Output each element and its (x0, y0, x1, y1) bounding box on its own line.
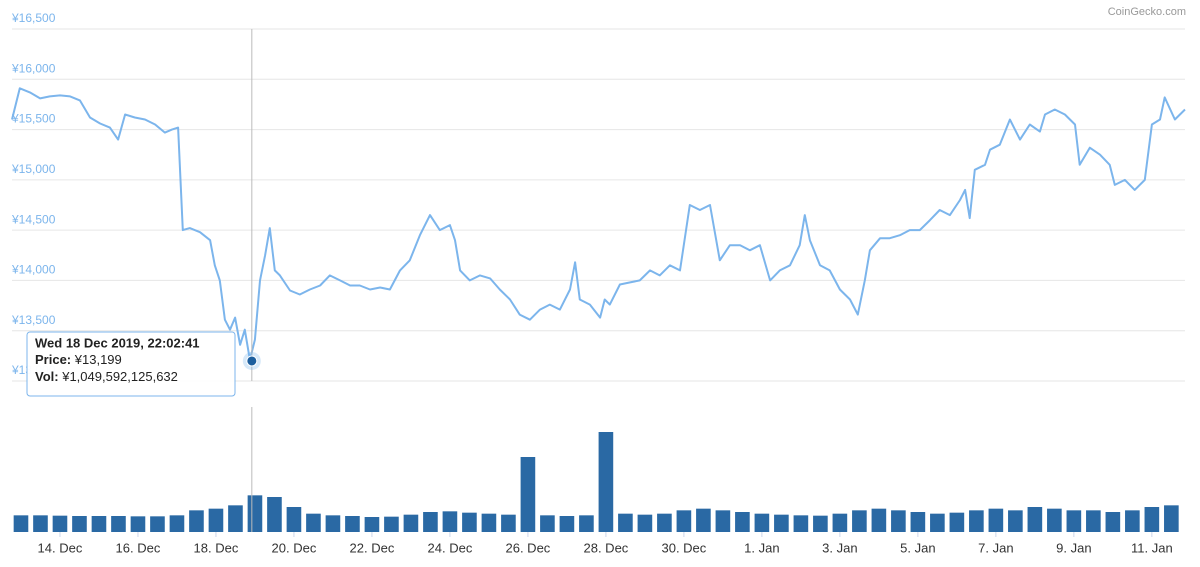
volume-bar (988, 508, 1004, 532)
volume-bar (540, 515, 555, 532)
volume-bar (1027, 507, 1043, 532)
x-tick-label: 30. Dec (661, 540, 706, 555)
volume-bar (930, 513, 945, 532)
grid: ¥13,000¥13,500¥14,000¥14,500¥15,000¥15,5… (11, 11, 1185, 382)
volume-bar (832, 513, 848, 532)
x-tick-label: 20. Dec (272, 540, 317, 555)
y-tick-label: ¥14,000 (11, 263, 56, 277)
x-tick-label: 14. Dec (38, 540, 83, 555)
tooltip-volume-value: ¥1,049,592,125,632 (61, 369, 178, 384)
volume-bar (1047, 508, 1062, 532)
volume-bar (442, 511, 458, 532)
volume-bar (91, 516, 107, 532)
tooltip: Wed 18 Dec 2019, 22:02:41 Price: ¥13,199… (26, 331, 236, 397)
volume-bar (637, 514, 653, 532)
volume-bar (754, 513, 770, 532)
volume-bar (306, 513, 321, 532)
x-tick-label: 5. Jan (900, 540, 935, 555)
volume-bar (462, 512, 477, 532)
credit: CoinGecko.com (1108, 6, 1186, 18)
tooltip-volume: Vol: ¥1,049,592,125,632 (35, 369, 178, 384)
tooltip-price-value: ¥13,199 (74, 352, 122, 367)
x-tick-label: 3. Jan (822, 540, 857, 555)
volume-bar (676, 510, 692, 532)
x-tick-label: 22. Dec (350, 540, 395, 555)
hover-point (246, 355, 258, 367)
volume-bar (130, 516, 146, 532)
volume-bar (657, 513, 672, 532)
x-tick-label: 9. Jan (1056, 540, 1091, 555)
y-tick-label: ¥15,500 (11, 112, 56, 126)
price-panel (11, 29, 1186, 532)
volume-bar (910, 512, 926, 532)
volume-bar (481, 513, 497, 532)
volume-bar (33, 515, 48, 532)
volume-bar (579, 515, 594, 532)
volume-bar (423, 512, 438, 532)
x-tick-label: 16. Dec (116, 540, 161, 555)
volume-bar (774, 514, 789, 532)
x-tick-label: 7. Jan (978, 540, 1013, 555)
volume-bar (325, 515, 341, 532)
x-tick-label: 18. Dec (194, 540, 239, 555)
price-line (11, 87, 1186, 361)
tooltip-price-caption: Price: (35, 352, 71, 367)
y-tick-label: ¥13,500 (11, 313, 56, 327)
volume-bar (1144, 507, 1160, 532)
volume-bar (208, 508, 224, 532)
y-tick-label: ¥15,000 (11, 162, 56, 176)
volume-bar (969, 510, 984, 532)
volume-bar (111, 516, 126, 532)
x-tick-label: 26. Dec (506, 540, 551, 555)
volume-bar (384, 516, 399, 532)
volume-bar (949, 512, 965, 532)
tooltip-box (26, 331, 236, 397)
tooltip-price: Price: ¥13,199 (35, 352, 122, 367)
volume-bar (267, 497, 282, 532)
y-tick-label: ¥16,000 (11, 61, 56, 75)
tooltip-volume-caption: Vol: (35, 369, 59, 384)
tooltip-date: Wed 18 Dec 2019, 22:02:41 (35, 335, 200, 350)
volume-bar (891, 510, 906, 532)
volume-bar (150, 516, 165, 532)
volume-bar (72, 516, 87, 532)
volume-bar (735, 512, 750, 532)
volume-bar (1008, 510, 1023, 532)
volume-bar (403, 514, 419, 532)
x-tick-label: 28. Dec (584, 540, 629, 555)
volume-bar (52, 515, 68, 532)
volume-bar (1066, 510, 1082, 532)
x-tick-label: 1. Jan (744, 540, 779, 555)
volume-bar (871, 508, 887, 532)
volume-bar (228, 505, 243, 532)
volume-bar (1164, 505, 1179, 532)
volume-bar (1105, 512, 1121, 532)
x-tick-label: 24. Dec (428, 540, 473, 555)
volume-bar (364, 517, 380, 532)
volume-bar (345, 516, 360, 532)
volume-bar (715, 510, 731, 532)
volume-bar (13, 515, 29, 532)
y-tick-label: ¥14,500 (11, 212, 56, 226)
volume-bar (852, 510, 867, 532)
volume-bar (501, 514, 516, 532)
volume-bar (286, 507, 302, 532)
volume-bar (520, 457, 536, 532)
volume-bar (618, 513, 633, 532)
volume-bar (189, 510, 204, 532)
volume-bar (1125, 510, 1140, 532)
volume-bar (169, 515, 185, 532)
x-tick-label: 11. Jan (1131, 540, 1173, 555)
volume-bar (559, 516, 575, 532)
volume-bar (247, 495, 263, 532)
volume-panel: 14. Dec 16. Dec 18. Dec 20. Dec 22. Dec 24. D… (13, 432, 1179, 555)
volume-bar (598, 432, 614, 532)
volume-bar (793, 515, 809, 532)
y-tick-label: ¥16,500 (11, 11, 56, 25)
volume-bar (1086, 510, 1101, 532)
volume-bar (813, 515, 828, 532)
volume-bar (696, 508, 711, 532)
